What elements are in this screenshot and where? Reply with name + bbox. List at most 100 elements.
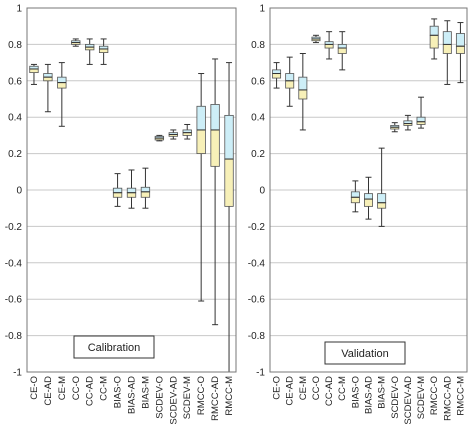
panel-label: Calibration xyxy=(88,342,141,354)
category-label: CC-O xyxy=(311,376,322,400)
lower-quartile-box xyxy=(112,192,123,198)
y-tick-label: -0.6 xyxy=(248,295,266,306)
category-label: CC-M xyxy=(337,376,348,401)
category-label: CE-O xyxy=(29,376,40,400)
category-label: SCDEV-M xyxy=(182,376,193,419)
y-tick-label: 1 xyxy=(16,4,22,15)
category-label: CE-AD xyxy=(43,376,54,406)
y-tick-label: 0.8 xyxy=(251,40,265,51)
y-tick-label: -0.2 xyxy=(248,222,266,233)
calibration-panel: 10.80.60.40.20-0.2-0.4-0.6-0.8-1 CE-O CE-… xyxy=(5,4,237,424)
y-tick-label: -0.8 xyxy=(248,331,266,342)
category-label: SCDEV-M xyxy=(416,376,427,419)
upper-quartile-box xyxy=(455,33,465,47)
box-cc-o xyxy=(311,34,321,44)
upper-quartile-box xyxy=(364,193,373,200)
category-label: BIAS-M xyxy=(377,376,388,409)
lower-quartile-box xyxy=(350,196,360,204)
lower-quartile-box xyxy=(140,191,151,198)
category-label: CC-O xyxy=(71,376,82,400)
upper-quartile-box xyxy=(416,116,426,123)
upper-quartile-box xyxy=(57,76,67,84)
upper-quartile-box xyxy=(43,73,53,78)
box-scdev-m xyxy=(182,123,192,140)
lower-quartile-box xyxy=(29,68,39,74)
lower-quartile-box xyxy=(57,82,67,89)
category-label: BIAS-AD xyxy=(127,376,138,414)
box-bias-m xyxy=(377,147,387,227)
upper-quartile-box xyxy=(298,76,308,91)
upper-quartile-box xyxy=(126,187,137,194)
box-bias-ad xyxy=(126,169,137,209)
y-tick-label: -0.2 xyxy=(5,222,23,233)
y-tick-label: 0.4 xyxy=(251,113,265,124)
box-cc-m xyxy=(337,31,347,71)
y-tick-label: 0.2 xyxy=(8,149,22,160)
y-tick-label: -0.4 xyxy=(5,258,23,269)
y-tick-label: 0 xyxy=(259,186,265,197)
box-bias-m xyxy=(140,167,151,209)
lower-quartile-box xyxy=(272,73,282,79)
category-label: CE-M xyxy=(298,376,309,400)
upper-quartile-box xyxy=(285,73,295,82)
category-label: RMCC-O xyxy=(429,376,440,415)
box-bias-o xyxy=(350,180,360,213)
category-label: BIAS-AD xyxy=(364,376,375,414)
plot-frame xyxy=(26,7,237,373)
box-cc-o xyxy=(71,38,81,47)
lower-quartile-box xyxy=(429,34,439,49)
lower-quartile-box xyxy=(210,129,220,167)
category-label: RMCC-M xyxy=(224,376,235,416)
y-tick-label: 0.4 xyxy=(8,113,22,124)
upper-quartile-box xyxy=(112,187,123,194)
category-label: SCDEV-AD xyxy=(403,376,414,424)
y-tick-label: -0.6 xyxy=(5,295,23,306)
category-label: CE-O xyxy=(272,376,283,400)
box-bias-o xyxy=(112,173,123,207)
panel-label: Validation xyxy=(341,348,389,360)
plot-frame xyxy=(269,7,468,373)
category-label: CE-M xyxy=(57,376,68,400)
lower-quartile-box xyxy=(98,48,109,53)
category-label: CE-AD xyxy=(285,376,296,406)
box-bias-ad xyxy=(364,176,373,220)
category-label: BIAS-O xyxy=(350,376,361,408)
category-label: RMCC-O xyxy=(196,376,207,415)
box-ce-o xyxy=(272,62,282,89)
category-label: CC-AD xyxy=(85,376,96,406)
category-label: BIAS-O xyxy=(113,376,124,408)
box-rmcc-o xyxy=(196,73,206,302)
box-scdev-m xyxy=(416,96,426,129)
lower-quartile-box xyxy=(377,202,387,209)
lower-quartile-box xyxy=(196,129,206,155)
upper-quartile-box xyxy=(210,104,220,131)
box-cc-m xyxy=(98,38,109,65)
y-tick-label: 0.6 xyxy=(8,76,22,87)
box-rmcc-m xyxy=(224,62,234,373)
y-tick-label: 0.8 xyxy=(8,40,22,51)
box-ce-ad xyxy=(43,63,53,113)
category-label: RMCC-AD xyxy=(210,376,221,421)
y-tick-label: -1 xyxy=(256,368,265,379)
lower-quartile-box xyxy=(364,198,373,207)
category-label: SCDEV-AD xyxy=(168,376,179,424)
panel-label-box: Validation xyxy=(324,341,406,365)
box-scdev-ad xyxy=(403,114,413,131)
box-ce-ad xyxy=(285,56,295,107)
category-label: CC-AD xyxy=(324,376,335,406)
category-label: CC-M xyxy=(99,376,110,401)
lower-quartile-box xyxy=(442,44,452,54)
lower-quartile-box xyxy=(285,80,295,89)
box-cc-ad xyxy=(85,38,95,65)
box-ce-m xyxy=(298,53,308,131)
category-label: BIAS-M xyxy=(140,376,151,409)
box-rmcc-o xyxy=(429,18,439,60)
box-scdev-o xyxy=(154,134,165,142)
box-rmcc-ad xyxy=(442,20,452,85)
y-tick-label: 0.2 xyxy=(251,149,265,160)
box-scdev-ad xyxy=(168,129,178,140)
upper-quartile-box xyxy=(350,191,360,198)
lower-quartile-box xyxy=(224,158,234,207)
box-rmcc-ad xyxy=(210,58,220,326)
